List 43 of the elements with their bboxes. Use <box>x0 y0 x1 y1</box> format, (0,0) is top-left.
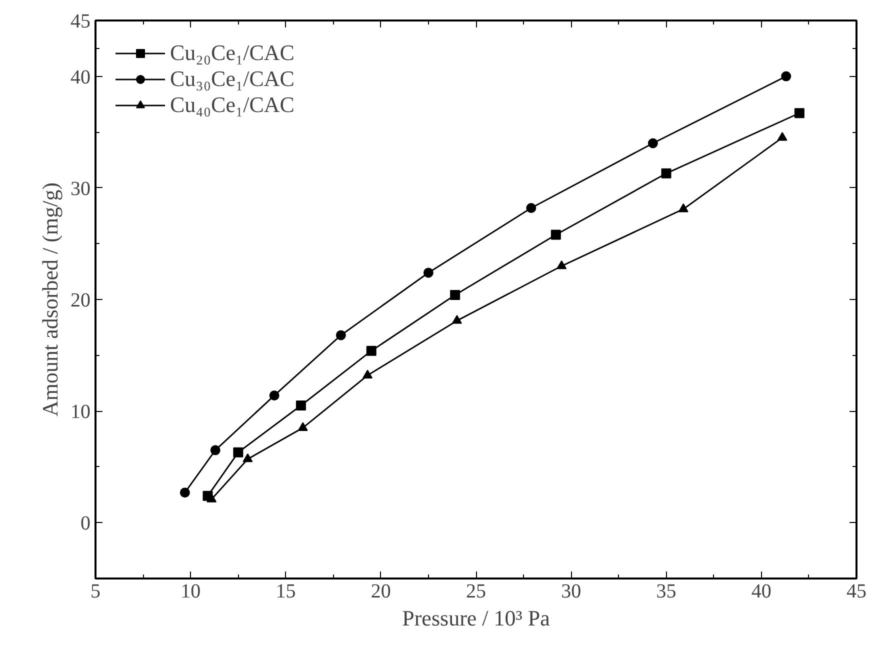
point <box>661 168 672 178</box>
point <box>336 330 346 340</box>
y-tick-label: 40 <box>70 66 90 88</box>
point <box>269 390 280 400</box>
point <box>362 370 373 378</box>
point <box>423 268 434 278</box>
x-tick-label: 10 <box>180 580 201 602</box>
x-tick-label: 35 <box>656 580 676 602</box>
y-tick-label: 45 <box>70 10 90 32</box>
x-tick-label: 40 <box>751 580 772 602</box>
x-tick-label: 45 <box>846 580 866 602</box>
point <box>550 230 561 240</box>
legend-label: Cu₄₀Ce₁/CAC <box>170 92 294 118</box>
x-tick-label: 25 <box>466 580 486 602</box>
point <box>366 346 376 356</box>
point <box>206 494 217 502</box>
y-axis-title: Amount adsorbed / (mg/g) <box>38 182 62 417</box>
point <box>450 290 460 300</box>
point <box>452 315 462 324</box>
point <box>781 71 792 82</box>
legend-label: Cu₂₀Ce₁/CAC <box>170 40 294 66</box>
point <box>777 132 788 141</box>
y-tick-label: 20 <box>70 290 90 312</box>
x-tick-label: 15 <box>276 580 296 602</box>
point <box>296 400 306 411</box>
x-axis-title: Pressure / 10³ Pa <box>402 606 550 630</box>
x-tick-label: 5 <box>90 580 100 602</box>
y-tick-label: 10 <box>70 401 90 424</box>
point <box>180 488 190 498</box>
legend-label: Cu₃₀Ce₁/CAC <box>170 66 294 92</box>
point <box>298 422 308 431</box>
y-tick-label: 0 <box>80 512 90 535</box>
x-tick-label: 20 <box>370 580 391 602</box>
point <box>556 260 567 270</box>
point <box>648 138 658 148</box>
point <box>242 453 253 462</box>
point <box>210 445 220 456</box>
point <box>233 447 244 458</box>
point <box>678 203 688 212</box>
point <box>794 108 804 118</box>
point <box>526 202 536 213</box>
x-tick-label: 30 <box>561 580 582 602</box>
y-tick-label: 30 <box>70 178 90 200</box>
